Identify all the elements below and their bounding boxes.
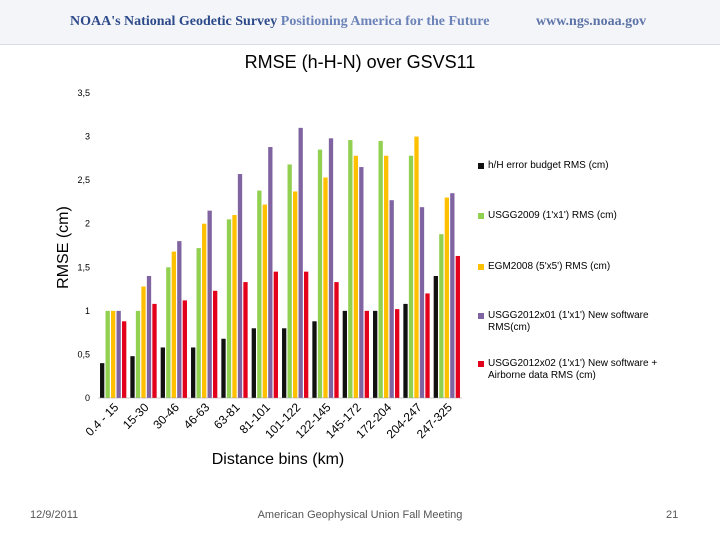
legend-swatch-egm2008 [478, 264, 484, 270]
bar-usgg2012x02-46-63 [213, 290, 218, 398]
bar-egm2008-122-145 [323, 177, 328, 398]
bar-usgg2012x01-172-204 [389, 200, 394, 398]
bar-usgg2009-46-63 [196, 248, 201, 398]
bar-h-h-247-325 [433, 276, 438, 398]
bar-h-h-30-46 [160, 347, 165, 398]
bar-egm2008-204-247 [414, 136, 419, 398]
legend-swatch-usgg2009 [478, 213, 484, 219]
bar-h-h-15-30 [130, 356, 135, 398]
bar-usgg2012x02-15-30 [152, 303, 157, 398]
y-tick-label: 0,5 [77, 349, 90, 359]
bar-egm2008-15-30 [141, 286, 146, 398]
header-banner: NOAA's National Geodetic Survey Position… [0, 0, 720, 45]
x-axis-title: Distance bins (km) [212, 451, 344, 468]
bar-usgg2009-204-247 [408, 155, 414, 398]
bar-usgg2009-15-30 [135, 310, 141, 398]
bar-usgg2009-101-122 [287, 164, 292, 398]
bar-usgg2012x01-46-63 [207, 210, 212, 398]
bar-usgg2012x01-81-101 [268, 147, 273, 398]
y-tick-label: 1,5 [77, 262, 90, 272]
bar-egm2008-46-63 [202, 223, 207, 398]
bar-egm2008-81-101 [262, 204, 267, 398]
chart-title: RMSE (h-H-N) over GSVS11 [244, 52, 476, 72]
y-tick-label: 3 [85, 132, 90, 142]
header-title: NOAA's National Geodetic Survey Position… [70, 14, 489, 30]
bar-usgg2012x02-204-247 [425, 293, 430, 398]
x-tick-label: 15-30 [120, 400, 152, 432]
bar-usgg2012x02-81-101 [273, 271, 278, 398]
bar-h-h-122-145 [312, 321, 317, 398]
legend-swatch-usgg2012x01 [478, 313, 484, 319]
bar-h-h-145-172 [342, 310, 347, 398]
legend-label-usgg2012x01: USGG2012x01 (1'x1') New software RMS(cm) [488, 310, 649, 333]
legend-swatch-error-budget [478, 163, 484, 169]
y-tick-label: 1 [85, 306, 90, 316]
footer-date: 12/9/2011 [30, 509, 79, 521]
header-tagline: Positioning America for the Future [280, 14, 490, 29]
bar-h-h-204-247 [403, 303, 408, 398]
bar-usgg2009-81-101 [257, 190, 262, 398]
x-tick-label: 46-63 [181, 400, 213, 432]
bar-usgg2012x02-247-325 [455, 255, 460, 398]
bar-usgg2012x02-30-46 [182, 300, 187, 398]
bar-usgg2009-172-204 [378, 140, 383, 398]
bar-usgg2012x01-101-122 [298, 127, 303, 399]
footer-page-number: 21 [666, 509, 679, 521]
bar-usgg2012x01-122-145 [328, 138, 334, 398]
bar-usgg2012x02-122-145 [334, 282, 339, 398]
bar-usgg2012x02-63-81 [243, 282, 248, 398]
bar-h-h-81-101 [251, 328, 256, 398]
bar-egm2008-63-81 [232, 215, 237, 398]
footer-meeting: American Geophysical Union Fall Meeting [257, 509, 463, 521]
bar-usgg2009-122-145 [317, 149, 323, 398]
legend-swatch-usgg2012x02 [478, 361, 484, 367]
bar-usgg2009-30-46 [166, 267, 171, 398]
header-org-name: NOAA's National Geodetic Survey [70, 14, 278, 29]
bar-usgg2012x01-63-81 [237, 174, 243, 398]
header-website: www.ngs.noaa.gov [536, 14, 647, 29]
y-tick-label: 2 [85, 219, 90, 229]
bar-egm2008-101-122 [293, 191, 298, 398]
legend-label-egm2008: EGM2008 (5'x5') RMS (cm) [488, 261, 611, 272]
bar-h-h-63-81 [221, 338, 226, 398]
bar-usgg2012x01-30-46 [177, 241, 182, 398]
bar-egm2008-145-172 [353, 155, 358, 398]
y-tick-label: 2,5 [77, 175, 90, 185]
bar-egm2008-172-204 [384, 155, 389, 398]
bar-egm2008-247-325 [444, 197, 449, 398]
bar-h-h-46-63 [191, 347, 196, 398]
bar-usgg2012x01-145-172 [359, 167, 364, 398]
x-tick-label: 30-46 [150, 400, 182, 432]
bar-h-h-101-122 [282, 328, 287, 398]
bar-usgg2012x02-145-172 [364, 310, 369, 398]
bar-usgg2009-0-4-15 [105, 310, 110, 398]
bar-h-h-0-4-15 [100, 363, 105, 398]
bar-usgg2009-145-172 [348, 140, 353, 398]
bar-egm2008-0-4-15 [111, 310, 116, 398]
bar-usgg2012x02-0-4-15 [122, 321, 127, 398]
bar-h-h-172-204 [373, 310, 378, 398]
legend-label-usgg2012x02: USGG2012x02 (1'x1') New software + Airbo… [488, 358, 658, 381]
y-tick-label: 3,5 [77, 88, 90, 98]
y-axis-title: RMSE (cm) [55, 206, 72, 289]
bar-usgg2012x01-15-30 [146, 276, 152, 398]
legend-label-error-budget: h/H error budget RMS (cm) [488, 160, 609, 171]
bar-usgg2009-63-81 [226, 219, 232, 398]
bar-usgg2012x02-172-204 [395, 309, 400, 398]
legend-label-usgg2009: USGG2009 (1'x1') RMS (cm) [488, 210, 617, 221]
bar-usgg2012x01-247-325 [450, 193, 455, 398]
bar-usgg2012x01-204-247 [419, 207, 425, 398]
bar-usgg2012x01-0-4-15 [116, 310, 121, 398]
bar-usgg2009-247-325 [439, 234, 444, 398]
bar-usgg2012x02-101-122 [304, 271, 309, 398]
y-tick-label: 0 [85, 393, 90, 403]
x-tick-label: 0.4 - 15 [83, 400, 122, 439]
bar-egm2008-30-46 [171, 251, 176, 398]
